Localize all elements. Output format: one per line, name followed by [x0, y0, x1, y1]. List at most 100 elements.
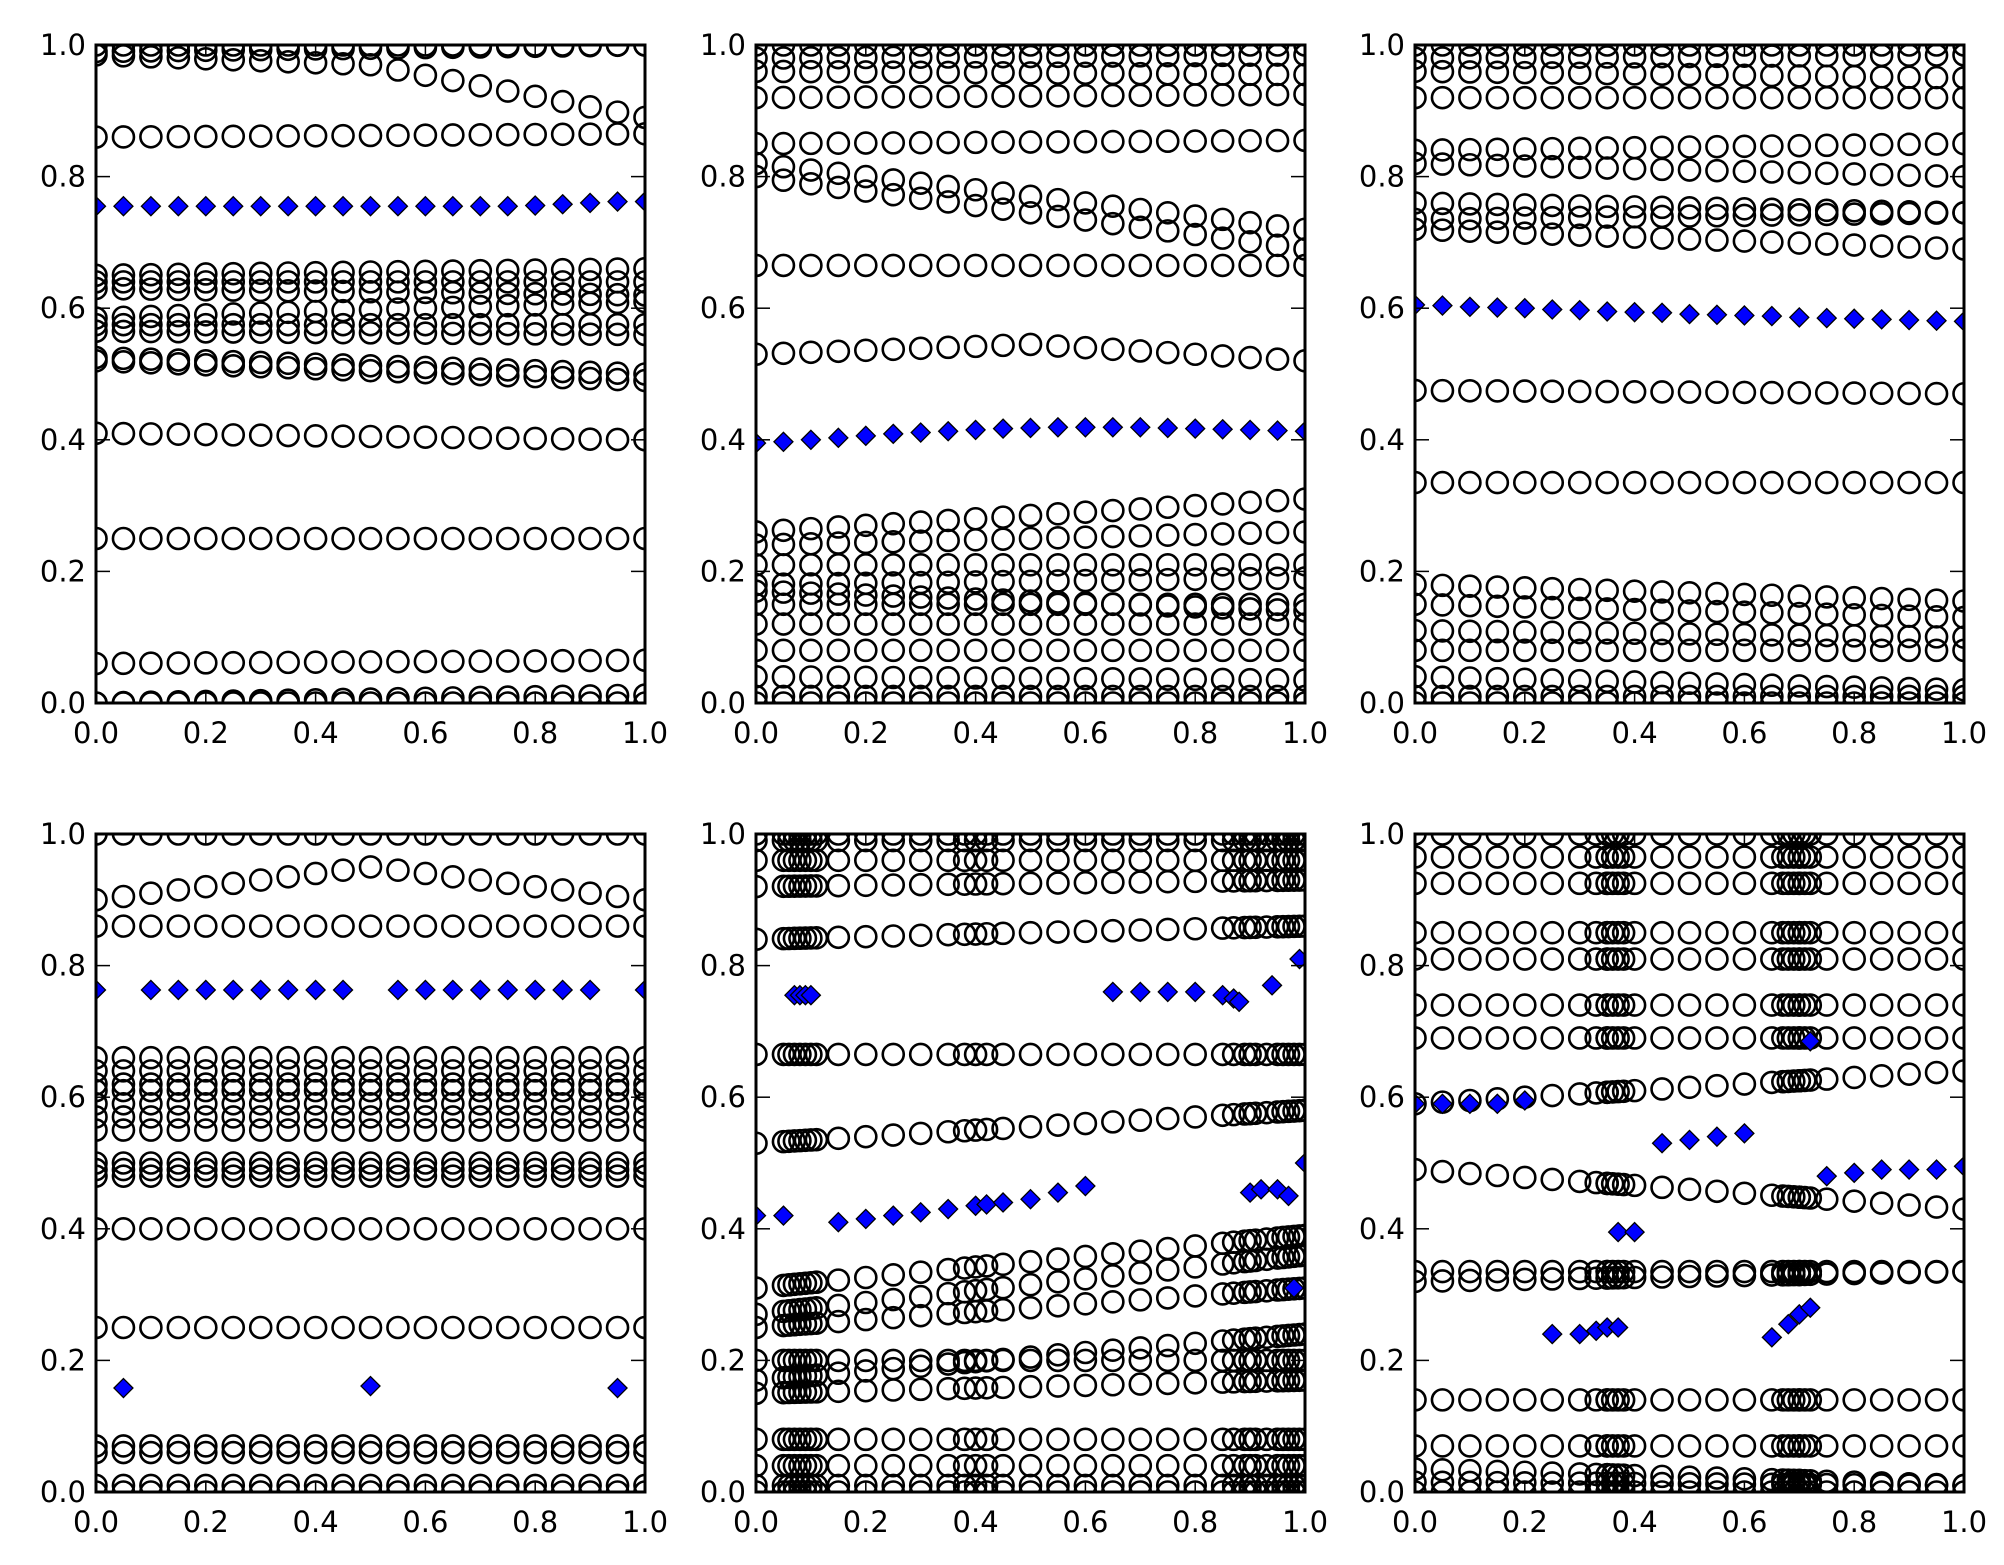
- circle-point: [1732, 1388, 1757, 1412]
- circle-point: [96, 45, 108, 64]
- circle-point: [1513, 667, 1537, 692]
- circle-point: [963, 1118, 988, 1142]
- circle-point: [771, 612, 796, 636]
- circle-point: [854, 45, 878, 57]
- circle-point: [139, 1434, 163, 1458]
- circle-point: [331, 51, 355, 76]
- circle-point: [386, 354, 410, 379]
- circle-point: [1897, 45, 1921, 67]
- circle-point: [771, 572, 796, 597]
- circle-point: [1018, 1427, 1043, 1452]
- circle-point: [139, 1164, 163, 1188]
- circle-point: [441, 691, 465, 703]
- circle-point: [303, 1118, 328, 1142]
- circle-point: [194, 1315, 218, 1340]
- circle-point: [756, 1381, 768, 1406]
- circle-point: [1458, 871, 1482, 896]
- circle-point: [248, 1315, 273, 1340]
- circle-point: [826, 175, 851, 200]
- circle-point: [1458, 206, 1482, 231]
- y-tick-label: 0.0: [1359, 686, 1405, 720]
- circle-point: [1924, 236, 1949, 260]
- diamond-point: [1569, 1323, 1591, 1345]
- circle-point: [771, 45, 796, 57]
- circle-point: [358, 691, 383, 703]
- circle-point: [276, 1118, 300, 1142]
- circle-point: [413, 270, 438, 294]
- circle-point: [853, 638, 878, 663]
- x-tick-label: 1.0: [1941, 1505, 1987, 1539]
- circle-point: [1869, 684, 1894, 703]
- circle-point: [1705, 638, 1729, 663]
- circle-point: [777, 834, 801, 846]
- circle-point: [1210, 638, 1235, 663]
- circle-point: [1018, 684, 1043, 703]
- circle-point: [413, 1072, 438, 1096]
- circle-point: [1595, 834, 1619, 846]
- circle-point: [1128, 553, 1153, 577]
- circle-point: [495, 1480, 520, 1492]
- circle-point: [194, 526, 218, 551]
- circle-point: [1238, 210, 1262, 235]
- diamond-point: [360, 1375, 381, 1397]
- circle-point: [1924, 1434, 1949, 1458]
- circle-point: [248, 1217, 273, 1241]
- circle-point: [1814, 691, 1839, 703]
- circle-point: [1183, 1284, 1207, 1308]
- circle-point: [908, 834, 933, 846]
- circle-point: [468, 1151, 493, 1175]
- diamond-point: [1212, 418, 1234, 440]
- circle-point: [1513, 1434, 1537, 1458]
- circle-point: [1606, 993, 1630, 1017]
- circle-point: [1265, 45, 1290, 57]
- circle-point: [1540, 470, 1565, 495]
- circle-point: [1869, 65, 1894, 89]
- x-tick-label: 0.8: [512, 716, 558, 750]
- circle-point: [495, 122, 520, 147]
- circle-point: [1622, 225, 1647, 249]
- circle-point: [963, 1376, 988, 1400]
- circle-point: [633, 322, 645, 347]
- circle-point: [1243, 1101, 1268, 1126]
- circle-point: [1622, 62, 1647, 86]
- circle-point: [1458, 192, 1482, 216]
- circle-point: [139, 914, 163, 938]
- circle-point: [1018, 1480, 1043, 1492]
- diamond-point: [1047, 416, 1069, 438]
- circle-point: [96, 1118, 108, 1142]
- diamond-point: [360, 195, 381, 217]
- x-tick-label: 0.6: [402, 716, 448, 750]
- circle-point: [1540, 947, 1565, 971]
- circle-point: [221, 1045, 246, 1070]
- circle-point: [1101, 638, 1125, 663]
- diamond-point: [1129, 981, 1151, 1003]
- circle-point: [468, 312, 493, 337]
- circle-point: [1814, 470, 1839, 495]
- y-tick-label: 0.4: [1359, 423, 1405, 457]
- circle-point: [1924, 200, 1949, 225]
- circle-point: [441, 321, 465, 346]
- circle-point: [771, 154, 796, 179]
- circle-point: [1540, 136, 1565, 161]
- circle-point: [96, 1091, 108, 1116]
- x-tick-label: 0.4: [293, 716, 339, 750]
- diamond-point: [1761, 1326, 1783, 1348]
- circle-point: [1243, 1453, 1268, 1478]
- circle-point: [413, 1440, 438, 1465]
- circle-point: [1540, 638, 1565, 663]
- circle-point: [578, 45, 602, 57]
- diamond-point: [469, 979, 491, 1001]
- circle-point: [991, 181, 1015, 205]
- circle-point: [1611, 1259, 1636, 1284]
- circle-point: [1018, 1453, 1043, 1478]
- circle-point: [166, 1473, 191, 1492]
- circle-point: [756, 834, 768, 853]
- circle-point: [1677, 622, 1702, 646]
- circle-point: [1650, 993, 1674, 1017]
- diamond-point: [1541, 299, 1563, 320]
- circle-point: [1183, 342, 1207, 367]
- circle-point: [799, 581, 823, 605]
- circle-point: [1073, 1267, 1098, 1291]
- circle-point: [358, 1157, 383, 1182]
- circle-point: [1238, 521, 1262, 546]
